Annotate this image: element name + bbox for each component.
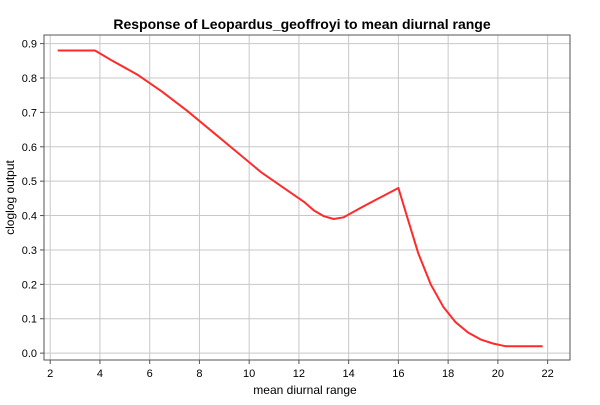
x-axis-label: mean diurnal range — [253, 383, 357, 397]
x-tick-label: 20 — [492, 368, 504, 380]
x-tick-label: 10 — [243, 368, 255, 380]
axis-ticks: 2 4 6 8 10 12 14 16 18 20 22 0.0 0.1 0.2 0.3 0.4 0.5 0.6 0… — [22, 39, 554, 380]
series-layer — [57, 49, 543, 348]
y-tick-label: 0.3 — [22, 245, 37, 257]
x-tick-label: 8 — [196, 368, 202, 380]
y-tick-label: 0.5 — [22, 176, 37, 188]
x-tick-label: 18 — [442, 368, 454, 380]
x-tick-label: 6 — [147, 368, 153, 380]
x-tick-label: 12 — [293, 368, 305, 380]
y-tick-label: 0.6 — [22, 142, 37, 154]
y-tick-label: 0.0 — [22, 348, 37, 360]
y-tick-label: 0.7 — [22, 107, 37, 119]
plot-area-frame — [43, 34, 571, 361]
y-tick-label: 0.1 — [22, 314, 37, 326]
x-tick-label: 22 — [541, 368, 553, 380]
y-tick-label: 0.4 — [22, 211, 37, 223]
y-axis-label: cloglog output — [3, 159, 17, 234]
y-tick-label: 0.9 — [22, 39, 37, 51]
chart-title: Response of Leopardus_geoffroyi to mean … — [113, 16, 490, 32]
y-tick-label: 0.8 — [22, 73, 37, 85]
x-tick-label: 2 — [47, 368, 53, 380]
y-tick-label: 0.2 — [22, 279, 37, 291]
x-tick-label: 16 — [392, 368, 404, 380]
response-curve-line — [57, 49, 543, 348]
x-tick-label: 14 — [343, 368, 355, 380]
grid — [44, 35, 570, 360]
x-tick-label: 4 — [97, 368, 103, 380]
